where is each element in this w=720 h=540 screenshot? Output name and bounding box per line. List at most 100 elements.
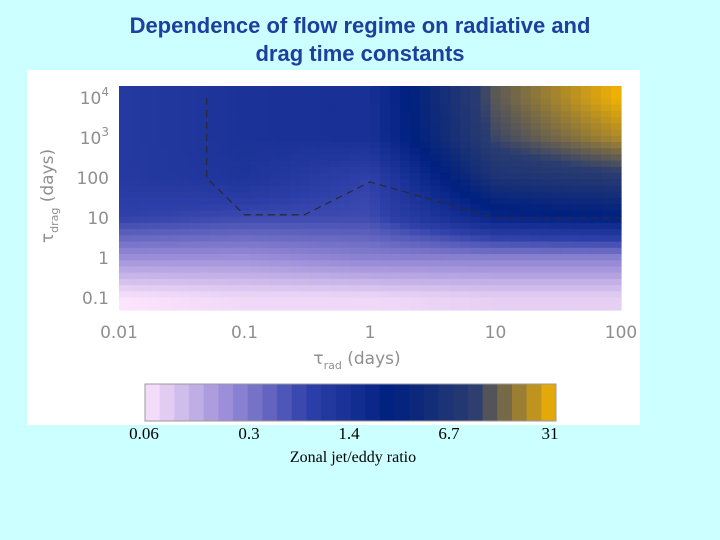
heatmap-cell: [550, 285, 562, 292]
heatmap-cell: [359, 222, 371, 230]
heatmap-cell: [169, 222, 180, 230]
heatmap-cell: [229, 191, 241, 199]
heatmap-cell: [209, 222, 220, 230]
heatmap-cell: [359, 254, 371, 261]
heatmap-cell: [600, 229, 612, 236]
heatmap-cell: [169, 166, 180, 174]
heatmap-cell: [520, 303, 532, 311]
heatmap-cell: [540, 241, 552, 249]
heatmap-cell: [209, 129, 220, 137]
heatmap-cell: [600, 272, 612, 280]
heatmap-cell: [530, 123, 542, 131]
heatmap-cell: [359, 260, 371, 268]
heatmap-cell: [159, 135, 170, 143]
heatmap-cell: [520, 104, 532, 112]
heatmap-cell: [169, 285, 180, 292]
heatmap-cell: [319, 98, 331, 106]
heatmap-cell: [570, 278, 582, 286]
heatmap-cell: [299, 148, 311, 156]
heatmap-cell: [259, 166, 271, 174]
heatmap-cell: [480, 98, 492, 106]
heatmap-cell: [570, 266, 582, 274]
heatmap-cell: [159, 229, 170, 236]
heatmap-cell: [179, 86, 190, 93]
heatmap-cell: [600, 179, 612, 187]
heatmap-cell: [390, 179, 401, 187]
heatmap-cell: [269, 179, 281, 187]
heatmap-cell: [129, 142, 140, 149]
heatmap-cell: [470, 235, 482, 243]
heatmap-cell: [319, 216, 331, 224]
heatmap-cell: [580, 129, 592, 137]
heatmap-cell: [359, 210, 371, 218]
heatmap-cell: [319, 297, 331, 305]
heatmap-cell: [580, 247, 592, 255]
heatmap-cell: [480, 241, 492, 249]
heatmap-cell: [380, 135, 391, 143]
heatmap-cell: [530, 179, 542, 187]
heatmap-cell: [349, 98, 361, 106]
heatmap-cell: [610, 272, 622, 280]
heatmap-cell: [339, 185, 351, 193]
heatmap-cell: [179, 98, 190, 106]
heatmap-cell: [209, 210, 220, 218]
heatmap-cell: [430, 285, 441, 292]
heatmap-cell: [279, 303, 291, 311]
heatmap-cell: [450, 148, 461, 156]
heatmap-cell: [510, 297, 522, 305]
heatmap-cell: [269, 142, 281, 149]
heatmap-cell: [299, 303, 311, 311]
heatmap-cell: [269, 222, 281, 230]
heatmap-cell: [540, 247, 552, 255]
heatmap-cell: [319, 154, 331, 162]
heatmap-cell: [390, 173, 401, 180]
heatmap-cell: [129, 235, 140, 243]
heatmap-cell: [600, 235, 612, 243]
heatmap-cell: [189, 123, 200, 131]
heatmap-cell: [199, 191, 210, 199]
heatmap-cell: [349, 260, 361, 268]
heatmap-cell: [460, 222, 471, 230]
heatmap-cell: [580, 123, 592, 131]
heatmap-cell: [239, 272, 251, 280]
heatmap-cell: [179, 191, 190, 199]
heatmap-cell: [400, 260, 411, 268]
heatmap-cell: [189, 129, 200, 137]
heatmap-cell: [219, 110, 231, 118]
heatmap-cell: [440, 166, 451, 174]
heatmap-cell: [279, 135, 291, 143]
heatmap-cell: [169, 235, 180, 243]
heatmap-cell: [129, 291, 140, 299]
heatmap-cell: [309, 222, 321, 230]
heatmap-cell: [400, 148, 411, 156]
heatmap-cell: [580, 303, 592, 311]
heatmap-cell: [269, 104, 281, 112]
heatmap-cell: [339, 222, 351, 230]
heatmap-cell: [269, 241, 281, 249]
heatmap-cell: [179, 210, 190, 218]
heatmap-cell: [119, 303, 130, 311]
heatmap-cell: [149, 229, 160, 236]
heatmap-cell: [450, 160, 461, 168]
heatmap-cell: [199, 92, 210, 100]
heatmap-cell: [510, 303, 522, 311]
heatmap-cell: [249, 166, 261, 174]
heatmap-cell: [600, 148, 612, 156]
heatmap-cell: [440, 117, 451, 124]
heatmap-cell: [520, 135, 532, 143]
heatmap-cell: [470, 247, 482, 255]
heatmap-cell: [329, 191, 341, 199]
heatmap-cell: [590, 191, 602, 199]
heatmap-cell: [590, 235, 602, 243]
heatmap-cell: [590, 254, 602, 261]
heatmap-cell: [129, 185, 140, 193]
heatmap-cell: [229, 92, 241, 100]
heatmap-cell: [249, 104, 261, 112]
heatmap-cell: [390, 86, 401, 93]
heatmap-cell: [410, 185, 421, 193]
heatmap-cell: [590, 123, 602, 131]
heatmap-cell: [590, 222, 602, 230]
heatmap-cell: [450, 135, 461, 143]
heatmap-cell: [269, 148, 281, 156]
heatmap-cell: [209, 216, 220, 224]
